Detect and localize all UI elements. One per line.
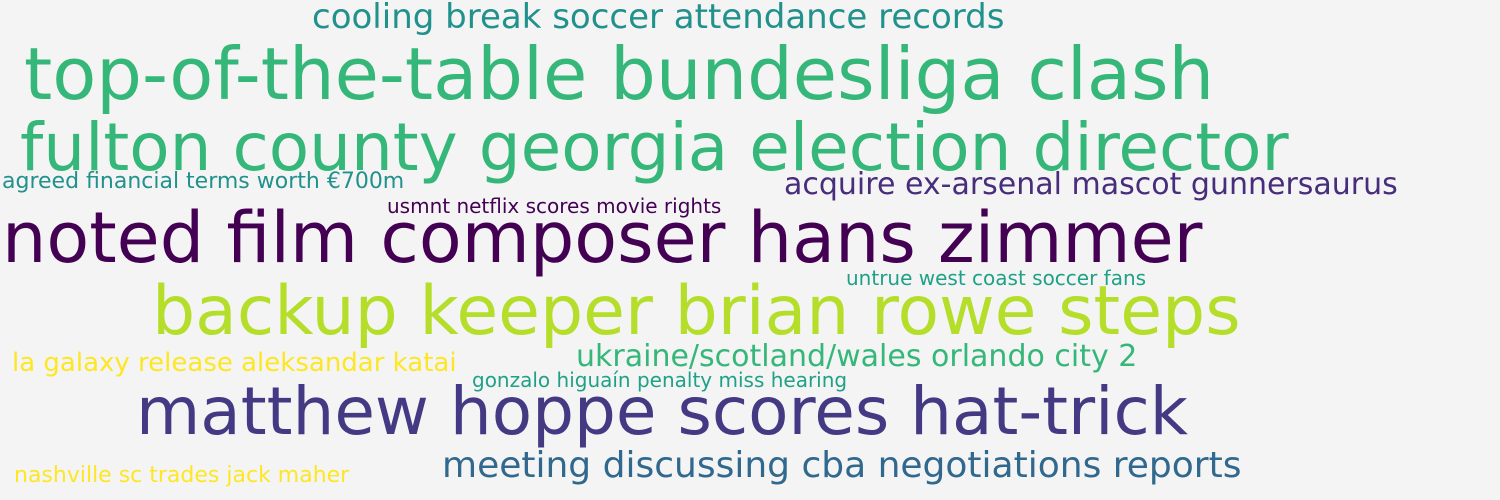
word-cloud-term: nashville sc trades jack maher: [14, 463, 350, 488]
word-cloud-term: gonzalo higuaín penalty miss hearing: [472, 368, 848, 392]
word-cloud-term: matthew hoppe scores hat-trick: [136, 373, 1189, 450]
word-cloud-term: acquire ex-arsenal mascot gunnersaurus: [784, 167, 1398, 202]
word-cloud-term: untrue west coast soccer fans: [846, 266, 1147, 290]
word-cloud-term: top-of-the-table bundesliga clash: [24, 32, 1215, 116]
word-cloud-term: la galaxy release aleksandar katai: [12, 348, 457, 378]
word-cloud-term: cooling break soccer attendance records: [312, 0, 1005, 37]
word-cloud-term: ukraine/scotland/wales orlando city 2: [576, 339, 1138, 374]
word-cloud-term: agreed financial terms worth €700m: [2, 169, 405, 194]
word-cloud-term: meeting discussing cba negotiations repo…: [442, 445, 1242, 486]
word-cloud-term: fulton county georgia election director: [20, 109, 1289, 186]
word-cloud-term: backup keeper brian rowe steps: [152, 272, 1241, 351]
word-cloud-term: noted film composer hans zimmer: [2, 197, 1203, 279]
word-cloud-term: usmnt netflix scores movie rights: [387, 194, 722, 218]
